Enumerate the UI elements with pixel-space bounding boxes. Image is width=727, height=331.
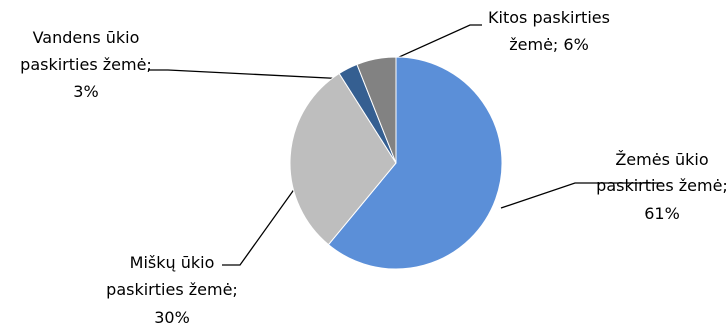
data-label-line: Vandens ūkio [33,28,140,47]
data-label-line: 61% [644,204,680,223]
pie-slice-zemes-ukio [327,56,503,270]
data-label-line: paskirties žemė; [596,176,727,195]
data-label-kitos-paskirties: Kitos paskirties žemė; 6% [488,8,610,54]
data-label-line: paskirties žemė; [20,55,152,74]
data-label-misku-ukio: Miškų ūkio paskirties žemė; 30% [106,253,238,327]
data-label-line: Žemės ūkio [615,150,708,169]
data-label-vandens-ukio: Vandens ūkio paskirties žemė; 3% [20,28,152,101]
leader-line-kitos-paskirties [376,24,482,68]
data-label-zemes-ukio: Žemės ūkio paskirties žemė; 61% [596,150,727,223]
data-label-line: paskirties žemė; [106,280,238,299]
pie-slice-kitos-paskirties [356,56,397,164]
leader-line-zemes-ukio [500,182,662,209]
data-label-line: Kitos paskirties [488,8,610,27]
pie-slices [289,56,503,270]
data-label-line: Miškų ūkio [130,253,215,272]
leader-line-vandens-ukio [148,69,349,80]
data-label-line: žemė; 6% [509,35,589,54]
pie-slice-misku-ukio [289,72,397,246]
data-label-line: 30% [154,308,190,327]
data-labels: Žemės ūkio paskirties žemė; 61% Miškų ūkio p… [20,8,727,327]
data-label-line: 3% [73,82,98,101]
